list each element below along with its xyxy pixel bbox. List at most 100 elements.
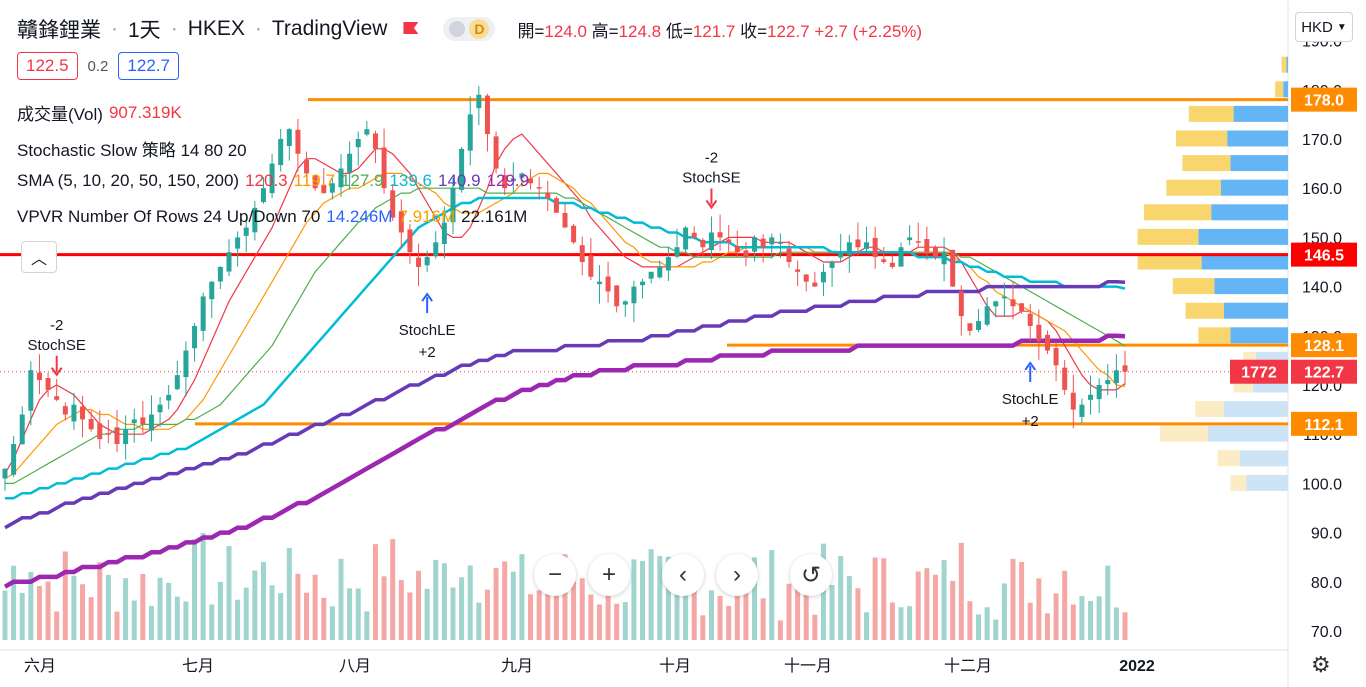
candle-body-12 <box>105 433 111 435</box>
vol-value: 907.319K <box>108 102 182 122</box>
vpvr-up-bar-6 <box>1144 204 1212 221</box>
volume-bar-70 <box>605 564 611 640</box>
volume-bar-32 <box>278 593 284 640</box>
volume-bar-18 <box>157 577 163 640</box>
candle-body-125 <box>1079 404 1085 417</box>
reset-icon: ↺ <box>800 561 822 589</box>
buy-price-box[interactable]: 122.7 <box>118 52 179 80</box>
candle-body-83 <box>717 232 723 238</box>
x-tick-6: 十二月 <box>944 657 992 675</box>
candle-body-86 <box>743 250 749 258</box>
candle-body-67 <box>579 245 585 262</box>
volume-bar-4 <box>36 585 42 640</box>
volume-bar-73 <box>631 559 637 640</box>
collapse-legend-button[interactable]: ︿ <box>21 241 57 273</box>
indicator-stoch[interactable]: Stochastic Slow 策略 14 80 20 <box>17 136 247 161</box>
volume-bar-118 <box>1019 561 1025 640</box>
scroll-right-button[interactable]: › <box>716 554 758 596</box>
volume-bar-102 <box>881 558 887 640</box>
volume-bar-130 <box>1122 612 1128 640</box>
candle-body-124 <box>1070 392 1076 410</box>
volume-bar-20 <box>174 596 180 640</box>
symbol-name[interactable]: 贛鋒鋰業 <box>17 19 101 42</box>
chevron-up-icon: ︿ <box>30 251 47 268</box>
candle-body-54 <box>467 114 473 151</box>
candle-body-109 <box>941 252 947 265</box>
candle-body-106 <box>915 241 921 243</box>
sell-price-box[interactable]: 122.5 <box>17 52 78 80</box>
volume-bar-69 <box>596 604 602 640</box>
volume-bar-84 <box>726 605 732 640</box>
open-label: 開= <box>517 21 545 41</box>
sma200-value: 129.9 <box>486 171 530 190</box>
candle-body-121 <box>1044 334 1050 351</box>
volume-bar-10 <box>88 597 94 640</box>
flag-icon[interactable] <box>401 20 421 38</box>
volume-bar-63 <box>545 582 551 640</box>
volume-bar-62 <box>536 590 542 640</box>
volume-bar-129 <box>1113 607 1119 640</box>
candle-body-117 <box>1010 299 1016 307</box>
price-tag-1: 146.5 <box>1304 248 1344 265</box>
candle-body-2 <box>19 414 25 445</box>
settings-gear-icon[interactable]: ⚙ <box>1311 652 1331 677</box>
candle-body-100 <box>864 242 870 249</box>
vpvr-up-bar-8 <box>1137 253 1202 270</box>
volume-bar-92 <box>795 575 801 640</box>
candle-body-5 <box>45 378 51 390</box>
scroll-left-button[interactable]: ‹ <box>662 554 704 596</box>
vpvr-down-bar-15 <box>1208 425 1288 442</box>
volume-bar-117 <box>1010 558 1016 640</box>
stoch-label: Stochastic Slow 策略 14 80 20 <box>17 141 247 160</box>
volume-bar-25 <box>217 581 223 640</box>
candle-body-52 <box>450 188 456 223</box>
stochle-arrowhead-1 <box>421 292 433 302</box>
signal-label-3: +2 <box>1022 413 1039 430</box>
signal-type-2: StochSE <box>682 169 740 186</box>
volume-bar-49 <box>424 588 430 640</box>
candle-body-44 <box>381 147 387 189</box>
y-tick-3: 100.0 <box>1302 476 1342 493</box>
indicator-vol[interactable]: 成交量(Vol) 907.319K <box>17 100 182 125</box>
candle-body-47 <box>407 229 413 253</box>
candle-body-127 <box>1096 385 1102 400</box>
candle-body-9 <box>80 406 86 420</box>
volume-bar-90 <box>777 620 783 640</box>
vpvr-up-bar-17 <box>1230 474 1247 491</box>
interval-label[interactable]: 1天 <box>128 19 161 42</box>
zoom-in-button[interactable]: + <box>588 554 630 596</box>
reset-chart-button[interactable]: ↺ <box>790 554 832 596</box>
vpvr-up-bar-4 <box>1182 155 1231 172</box>
candle-body-103 <box>889 262 895 267</box>
vpvr-down-bar-11 <box>1230 327 1288 344</box>
candle-body-112 <box>967 323 973 331</box>
close-value: 122.7 <box>767 21 810 41</box>
zoom-out-button[interactable]: − <box>534 554 576 596</box>
volume-bar-40 <box>347 588 353 640</box>
market-status-icon <box>449 21 466 37</box>
stochse-arrowhead-0 <box>50 367 63 377</box>
sma150-value: 140.9 <box>438 171 481 190</box>
candle-body-8 <box>71 404 77 422</box>
candle-body-66 <box>571 225 577 243</box>
status-pill[interactable]: D <box>443 17 496 41</box>
volume-bar-123 <box>1062 570 1068 640</box>
candle-body-89 <box>769 237 775 245</box>
vpvr-up-bar-14 <box>1195 401 1224 418</box>
candle-body-119 <box>1027 313 1033 326</box>
volume-bar-107 <box>924 568 930 640</box>
volume-bar-120 <box>1036 578 1042 640</box>
volume-bar-99 <box>855 588 861 640</box>
candle-body-27 <box>235 237 241 249</box>
volume-bar-42 <box>364 611 370 640</box>
price-tag-bg-0 <box>1291 87 1357 112</box>
candle-body-71 <box>614 285 620 307</box>
chevron-left-icon: ‹ <box>679 561 687 588</box>
indicator-vpvr[interactable]: VPVR Number Of Rows 24 Up/Down 70 14.246… <box>17 207 527 227</box>
volume-bar-39 <box>338 558 344 640</box>
currency-select[interactable]: HKD ▼ <box>1295 12 1353 42</box>
volume-bar-3 <box>28 571 34 640</box>
indicator-sma[interactable]: SMA (5, 10, 20, 50, 150, 200) 120.3 119.… <box>17 171 529 191</box>
volume-bar-6 <box>54 611 60 640</box>
